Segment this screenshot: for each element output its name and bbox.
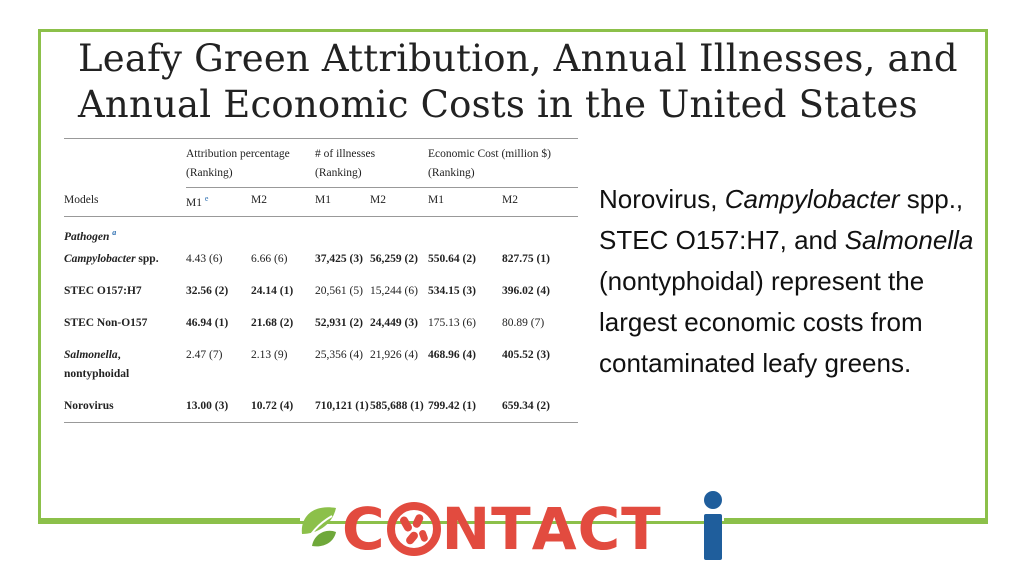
table-cell: 585,688 (1) (370, 399, 424, 412)
footnote-marker: a (112, 227, 117, 237)
person-i-icon (704, 491, 722, 560)
table-cell: 37,425 (3) (315, 252, 363, 265)
slide-title: Leafy Green Attribution, Annual Illnesse… (78, 36, 958, 128)
table-cell: 396.02 (4) (502, 284, 550, 297)
table-cell: 6.66 (6) (251, 252, 288, 265)
slide-frame (38, 29, 988, 524)
bacteria-o-icon (386, 502, 441, 556)
table-row: STEC Non-O157 46.94 (1) 21.68 (2) 52,931… (64, 311, 578, 343)
logo-rule-right (724, 518, 988, 521)
pathogen-name: Norovirus (64, 399, 114, 412)
table-cell: 799.42 (1) (428, 399, 476, 412)
table-cell: 534.15 (3) (428, 284, 476, 297)
table-cell: 2.47 (7) (186, 348, 223, 361)
table-cell: 10.72 (4) (251, 399, 294, 412)
pathogen-table: Attribution percentage (Ranking) # of il… (64, 138, 578, 423)
header-models: Models (64, 193, 99, 206)
title-line-2: Annual Economic Costs in the United Stat… (78, 83, 918, 126)
pathogen-name: Campylobacter spp. (64, 252, 159, 265)
subheader-m2: M2 (370, 194, 386, 206)
table-cell: 80.89 (7) (502, 316, 545, 329)
table-cell: 13.00 (3) (186, 399, 229, 412)
table-cell: 21.68 (2) (251, 316, 294, 329)
table-cell: 25,356 (4) (315, 348, 363, 361)
header-blank (64, 139, 186, 188)
subheader-m1: M1 (315, 194, 331, 206)
table-cell: 550.64 (2) (428, 252, 476, 265)
group-header-economic-cost: Economic Cost (million $) (Ranking) (428, 138, 578, 188)
pathogen-name: STEC O157:H7 (64, 284, 142, 297)
footnote-marker: e (204, 194, 209, 203)
logo-rule-left (38, 518, 300, 521)
table-cell: 32.56 (2) (186, 284, 229, 297)
title-line-1: Leafy Green Attribution, Annual Illnesse… (78, 37, 958, 80)
table-cell: 827.75 (1) (502, 252, 550, 265)
table-row: Salmonella, nontyphoidal 2.47 (7) 2.13 (… (64, 343, 578, 394)
summary-text: Norovirus, Campylobacter spp., STEC O157… (599, 184, 974, 378)
section-pathogen: Pathogen a (64, 227, 117, 243)
table-cell: 56,259 (2) (370, 252, 418, 265)
table-cell: 24,449 (3) (370, 316, 418, 329)
table-cell: 405.52 (3) (502, 348, 550, 361)
pathogen-name: STEC Non-O157 (64, 316, 148, 329)
table-cell: 21,926 (4) (370, 348, 418, 361)
campylobacter-italic: Campylobacter (724, 184, 900, 214)
table-row: STEC O157:H7 32.56 (2) 24.14 (1) 20,561 … (64, 279, 578, 311)
subheader-m1: M1 e (186, 194, 209, 209)
table-cell: 24.14 (1) (251, 284, 294, 297)
table-cell: 52,931 (2) (315, 316, 363, 329)
table-cell: 2.13 (9) (251, 348, 288, 361)
table-row: Norovirus 13.00 (3) 10.72 (4) 710,121 (1… (64, 394, 578, 423)
group-header-illnesses: # of illnesses (Ranking) (315, 138, 428, 188)
table-row: Campylobacter spp. 4.43 (6) 6.66 (6) 37,… (64, 247, 578, 279)
group-header-attribution: Attribution percentage (Ranking) (186, 138, 315, 188)
subheader-m2: M2 (502, 194, 518, 206)
table-cell: 175.13 (6) (428, 316, 476, 329)
table-cell: 15,244 (6) (370, 284, 418, 297)
table-cell: 20,561 (5) (315, 284, 363, 297)
logo-wordmark: C NTACT (342, 495, 662, 563)
table-cell: 46.94 (1) (186, 316, 229, 329)
subheader-m1: M1 (428, 194, 444, 206)
salmonella-italic: Salmonella (844, 225, 974, 255)
subheader-m2: M2 (251, 194, 267, 206)
leaf-icon (301, 507, 336, 547)
table-cell: 659.34 (2) (502, 399, 550, 412)
table-cell: 468.96 (4) (428, 348, 476, 361)
table-cell: 4.43 (6) (186, 252, 223, 265)
pathogen-name: Salmonella, nontyphoidal (64, 348, 130, 380)
table-cell: 710,121 (1) (315, 399, 369, 412)
contacti-logo: C NTACT (296, 490, 732, 570)
